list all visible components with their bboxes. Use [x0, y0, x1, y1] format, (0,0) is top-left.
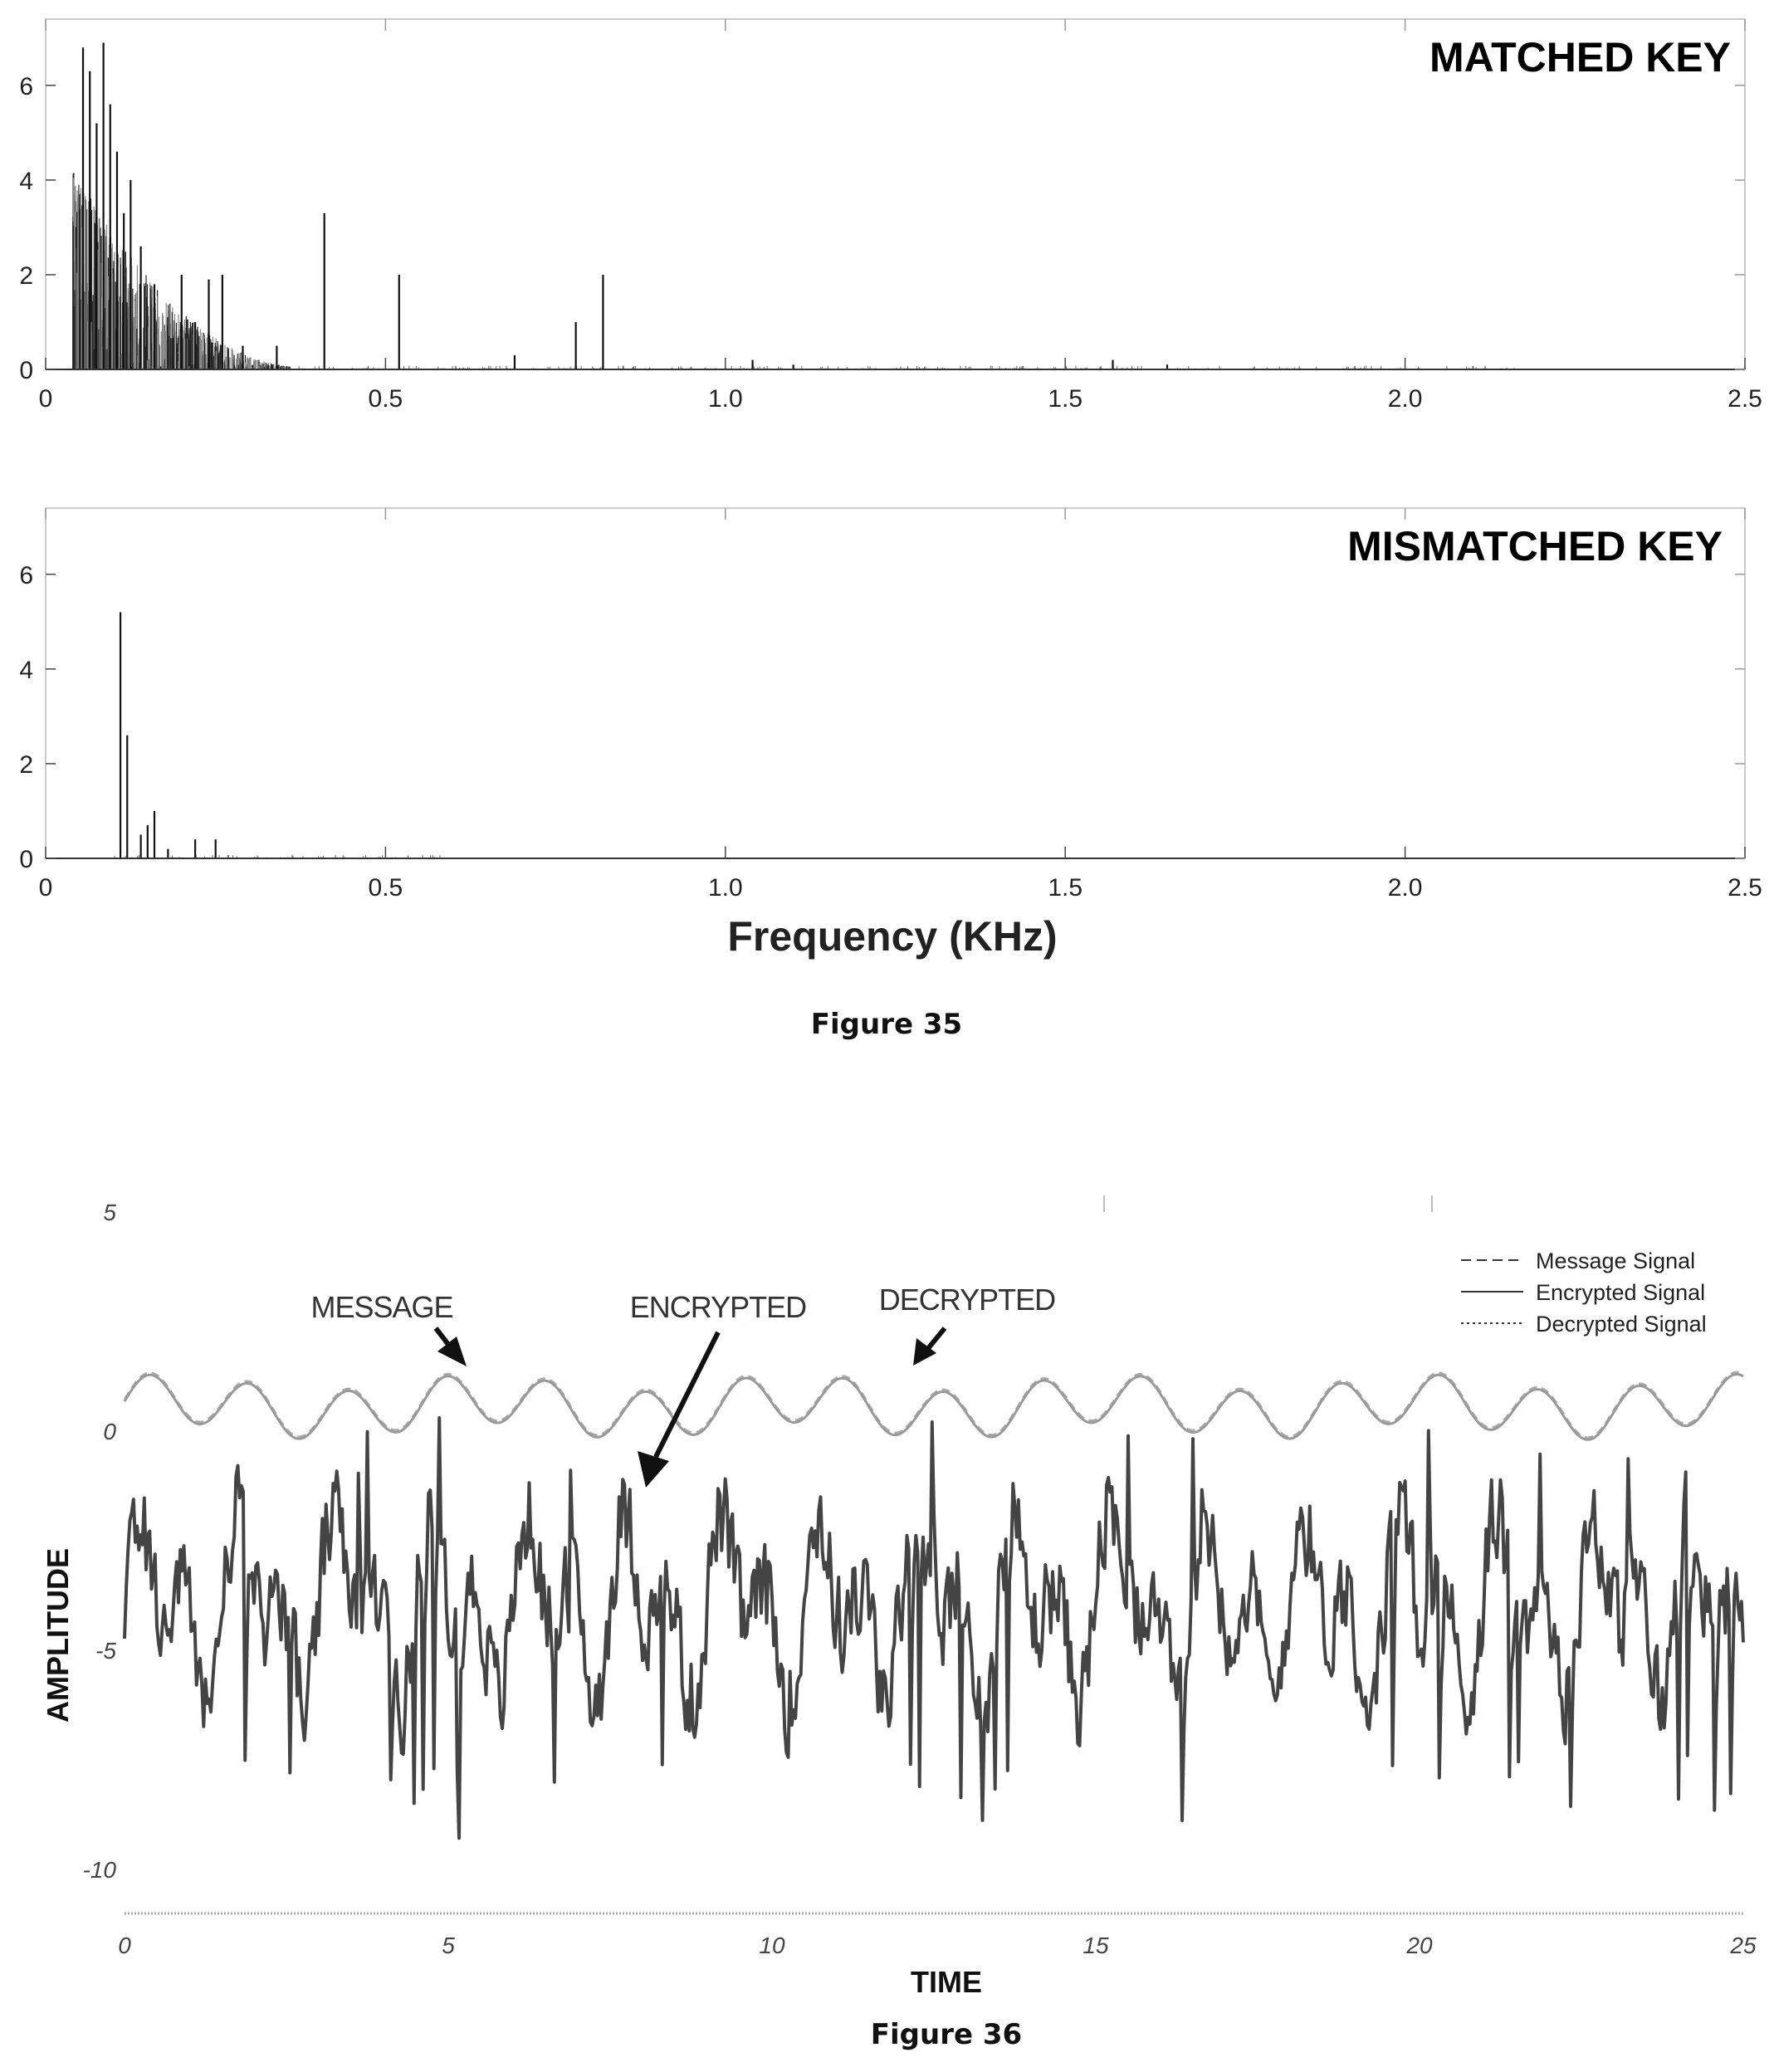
y-tick-label: -5 — [95, 1638, 116, 1664]
figure-35-caption: Figure 35 — [811, 1008, 962, 1041]
y-tick-label: 6 — [19, 73, 33, 100]
time-axis-title: TIME — [911, 1965, 982, 1999]
mismatched-key-label: MISMATCHED KEY — [1347, 523, 1723, 569]
x-tick-label: 15 — [1082, 1933, 1109, 1958]
mismatched-key-panel: 0 0.5 1.0 1.5 2.0 2.5 0 2 4 6 MISMATCHED KEY — [19, 507, 1762, 902]
encrypted-arrow-head — [638, 1451, 669, 1488]
y-tick-label: 2 — [19, 262, 33, 290]
encrypted-annotation: ENCRYPTED — [630, 1290, 807, 1488]
message-arrow-head — [437, 1337, 467, 1366]
mismatched-key-spectrum — [114, 612, 453, 858]
x-tick-label: 20 — [1405, 1933, 1433, 1958]
x-tick-label: 25 — [1729, 1933, 1757, 1958]
x-tick-label: 5 — [442, 1933, 455, 1958]
x-tick-label: 2.5 — [1728, 385, 1762, 413]
y-tick-label: 0 — [103, 1419, 116, 1444]
legend: Message Signal Encrypted Signal Decrypte… — [1461, 1249, 1707, 1337]
y-tick-label: 0 — [19, 357, 33, 384]
frequency-axis-title: Frequency (KHz) — [727, 913, 1057, 960]
x-tick-label: 1.0 — [708, 874, 743, 902]
encrypted-arrow-shaft — [653, 1331, 721, 1459]
figure-36-caption: Figure 36 — [871, 2018, 1022, 2051]
legend-encrypted-label: Encrypted Signal — [1536, 1280, 1705, 1305]
matched-key-panel: 0 0.5 1.0 1.5 2.0 2.5 0 2 4 6 MATCHED KEY — [19, 18, 1762, 413]
x-tick-label: 0 — [39, 874, 53, 902]
y-tick-label: 0 — [19, 846, 33, 873]
x-tick-label: 2.5 — [1728, 874, 1762, 902]
y-tick-label: -10 — [83, 1857, 117, 1883]
y-tick-label: 2 — [19, 751, 33, 779]
message-label: MESSAGE — [310, 1290, 452, 1324]
decrypted-label: DECRYPTED — [879, 1283, 1055, 1317]
decrypted-annotation: DECRYPTED — [879, 1283, 1056, 1366]
decrypted-signal-line — [123, 1372, 1744, 1441]
encrypted-label: ENCRYPTED — [630, 1290, 806, 1324]
x-tick-label: 1.5 — [1048, 874, 1082, 902]
x-tick-label: 1.0 — [708, 385, 743, 413]
x-tick-label: 0.5 — [369, 385, 403, 413]
y-tick-label: 6 — [19, 562, 33, 589]
legend-decrypted-label: Decrypted Signal — [1536, 1312, 1707, 1337]
message-annotation: MESSAGE — [310, 1290, 467, 1366]
x-tick-label: 0 — [118, 1933, 131, 1958]
y-tick-label: 5 — [103, 1200, 116, 1225]
decrypted-arrow-head — [913, 1338, 936, 1366]
x-tick-label: 2.0 — [1388, 385, 1423, 413]
figure-36-plot: 0 5 10 15 20 25 5 0 -5 -10 MESSAGE ENCRYPTED DEC… — [41, 1195, 1757, 1999]
x-tick-label: 0.5 — [369, 874, 403, 902]
matched-key-label: MATCHED KEY — [1429, 34, 1731, 81]
encrypted-signal-line — [123, 1416, 1745, 1840]
matched-key-spectrum — [72, 42, 1542, 369]
signal-traces — [123, 1371, 1745, 1840]
x-tick-label: 1.5 — [1048, 385, 1082, 413]
legend-message-label: Message Signal — [1536, 1249, 1695, 1273]
y-tick-label: 4 — [19, 168, 33, 195]
x-tick-label: 2.0 — [1388, 874, 1423, 902]
y-tick-label: 4 — [19, 657, 33, 684]
x-tick-label: 10 — [759, 1933, 785, 1958]
x-tick-label: 0 — [39, 385, 53, 413]
amplitude-axis-title: AMPLITUDE — [41, 1548, 75, 1723]
